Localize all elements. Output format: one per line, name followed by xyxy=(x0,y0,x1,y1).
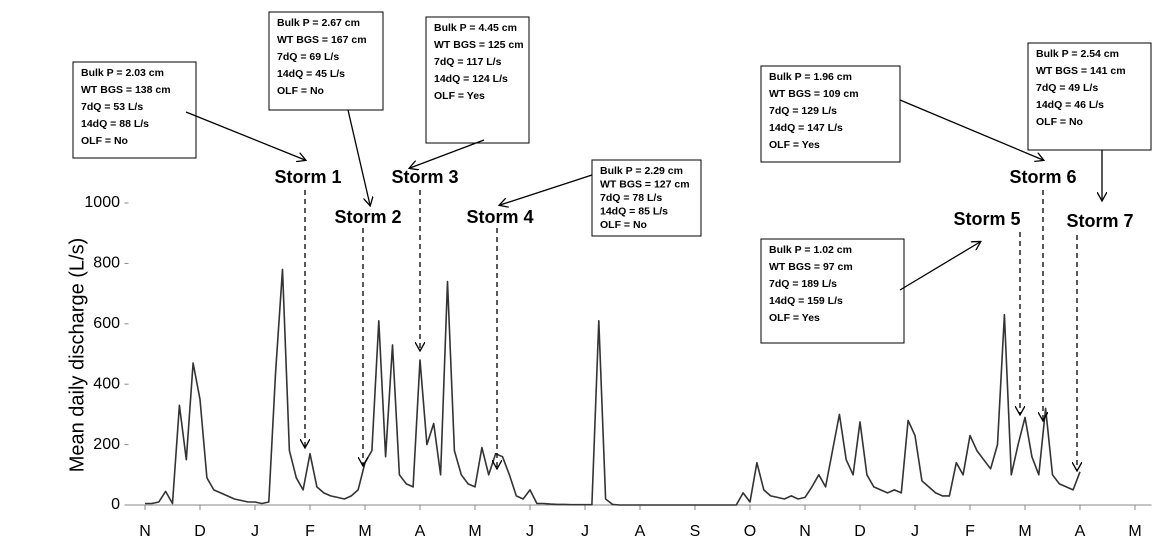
annotation-line: Bulk P = 2.54 cm xyxy=(1036,48,1119,60)
annotation-line: Bulk P = 2.67 cm xyxy=(277,17,360,29)
annotation-line: OLF = No xyxy=(1036,116,1083,128)
annotation-arrow xyxy=(899,242,980,291)
annotation-line: 7dQ = 78 L/s xyxy=(600,192,662,204)
annotation-line: 14dQ = 88 L/s xyxy=(81,118,149,130)
annotation-line: 7dQ = 129 L/s xyxy=(769,105,837,117)
annotation-line: 14dQ = 85 L/s xyxy=(600,206,668,218)
annotation-box xyxy=(760,65,901,163)
annotation-line: Bulk P = 1.96 cm xyxy=(769,71,852,83)
annotation-arrow xyxy=(185,111,305,160)
y-tick-label: 1000 xyxy=(84,194,120,211)
annotation-line: Bulk P = 4.45 cm xyxy=(434,22,517,34)
x-tick-label: J xyxy=(251,523,259,540)
x-tick-label: J xyxy=(581,523,589,540)
discharge-line xyxy=(145,268,1081,506)
x-tick-label: J xyxy=(911,523,919,540)
x-tick-label: O xyxy=(744,523,756,540)
annotation-line: 7dQ = 189 L/s xyxy=(769,278,837,290)
annotation-line: OLF = No xyxy=(277,85,324,97)
annotation-line: Bulk P = 2.03 cm xyxy=(81,67,164,79)
annotation-box xyxy=(268,11,384,111)
annotation-line: 7dQ = 53 L/s xyxy=(81,101,143,113)
annotation-line: WT BGS = 109 cm xyxy=(769,88,859,100)
x-tick-label: S xyxy=(690,523,701,540)
annotation-box xyxy=(591,159,702,237)
annotation-line: 7dQ = 69 L/s xyxy=(277,51,339,63)
annotation-box xyxy=(1027,42,1152,151)
storm-label: Storm 7 xyxy=(1066,211,1133,231)
y-tick-label: 400 xyxy=(93,375,120,392)
annotation-arrow xyxy=(347,109,370,205)
annotation-line: OLF = Yes xyxy=(769,139,820,151)
x-tick-label: D xyxy=(194,523,206,540)
x-tick-label: F xyxy=(305,523,315,540)
annotation-line: 14dQ = 46 L/s xyxy=(1036,99,1104,111)
x-tick-label: A xyxy=(415,523,426,540)
storm-label: Storm 6 xyxy=(1009,167,1076,187)
annotation-line: 7dQ = 117 L/s xyxy=(434,56,502,68)
y-tick-label: 0 xyxy=(111,496,120,513)
annotation-line: 14dQ = 147 L/s xyxy=(769,122,843,134)
annotation-line: WT BGS = 125 cm xyxy=(434,39,524,51)
x-tick-label: A xyxy=(1075,523,1086,540)
x-tick-label: N xyxy=(139,523,151,540)
annotation-arrow xyxy=(500,174,593,205)
annotation-box xyxy=(72,61,197,159)
y-tick-label: 600 xyxy=(93,315,120,332)
annotation-line: 14dQ = 159 L/s xyxy=(769,295,843,307)
x-tick-label: M xyxy=(1018,523,1031,540)
storm-label: Storm 2 xyxy=(334,207,401,227)
annotation-arrow xyxy=(410,139,485,168)
annotation-line: OLF = Yes xyxy=(769,312,820,324)
x-tick-label: N xyxy=(799,523,811,540)
annotation-line: WT BGS = 167 cm xyxy=(277,34,367,46)
annotation-line: WT BGS = 127 cm xyxy=(600,178,690,190)
annotation-line: OLF = No xyxy=(81,135,128,147)
x-tick-label: M xyxy=(358,523,371,540)
annotation-line: Bulk P = 1.02 cm xyxy=(769,244,852,256)
annotation-line: 7dQ = 49 L/s xyxy=(1036,82,1098,94)
storm-label: Storm 1 xyxy=(274,167,341,187)
storm-label: Storm 4 xyxy=(466,207,533,227)
x-tick-label: F xyxy=(965,523,975,540)
x-tick-label: M xyxy=(1128,523,1141,540)
y-tick-label: 200 xyxy=(93,436,120,453)
annotation-box xyxy=(760,238,905,344)
annotation-box xyxy=(425,16,530,144)
x-tick-label: D xyxy=(854,523,866,540)
x-tick-label: M xyxy=(468,523,481,540)
storm-label: Storm 5 xyxy=(953,209,1020,229)
annotation-arrow xyxy=(899,99,1043,160)
annotation-line: WT BGS = 97 cm xyxy=(769,261,853,273)
x-tick-label: J xyxy=(526,523,534,540)
storm-label: Storm 3 xyxy=(391,167,458,187)
annotation-line: WT BGS = 141 cm xyxy=(1036,65,1126,77)
annotation-line: WT BGS = 138 cm xyxy=(81,84,171,96)
annotation-line: 14dQ = 45 L/s xyxy=(277,68,345,80)
y-tick-label: 800 xyxy=(93,255,120,272)
x-tick-label: A xyxy=(635,523,646,540)
annotation-line: OLF = No xyxy=(600,219,647,231)
y-axis-label: Mean daily discharge (L/s) xyxy=(66,238,88,473)
annotation-line: OLF = Yes xyxy=(434,90,485,102)
annotation-line: 14dQ = 124 L/s xyxy=(434,73,508,85)
annotation-line: Bulk P = 2.29 cm xyxy=(600,165,683,177)
